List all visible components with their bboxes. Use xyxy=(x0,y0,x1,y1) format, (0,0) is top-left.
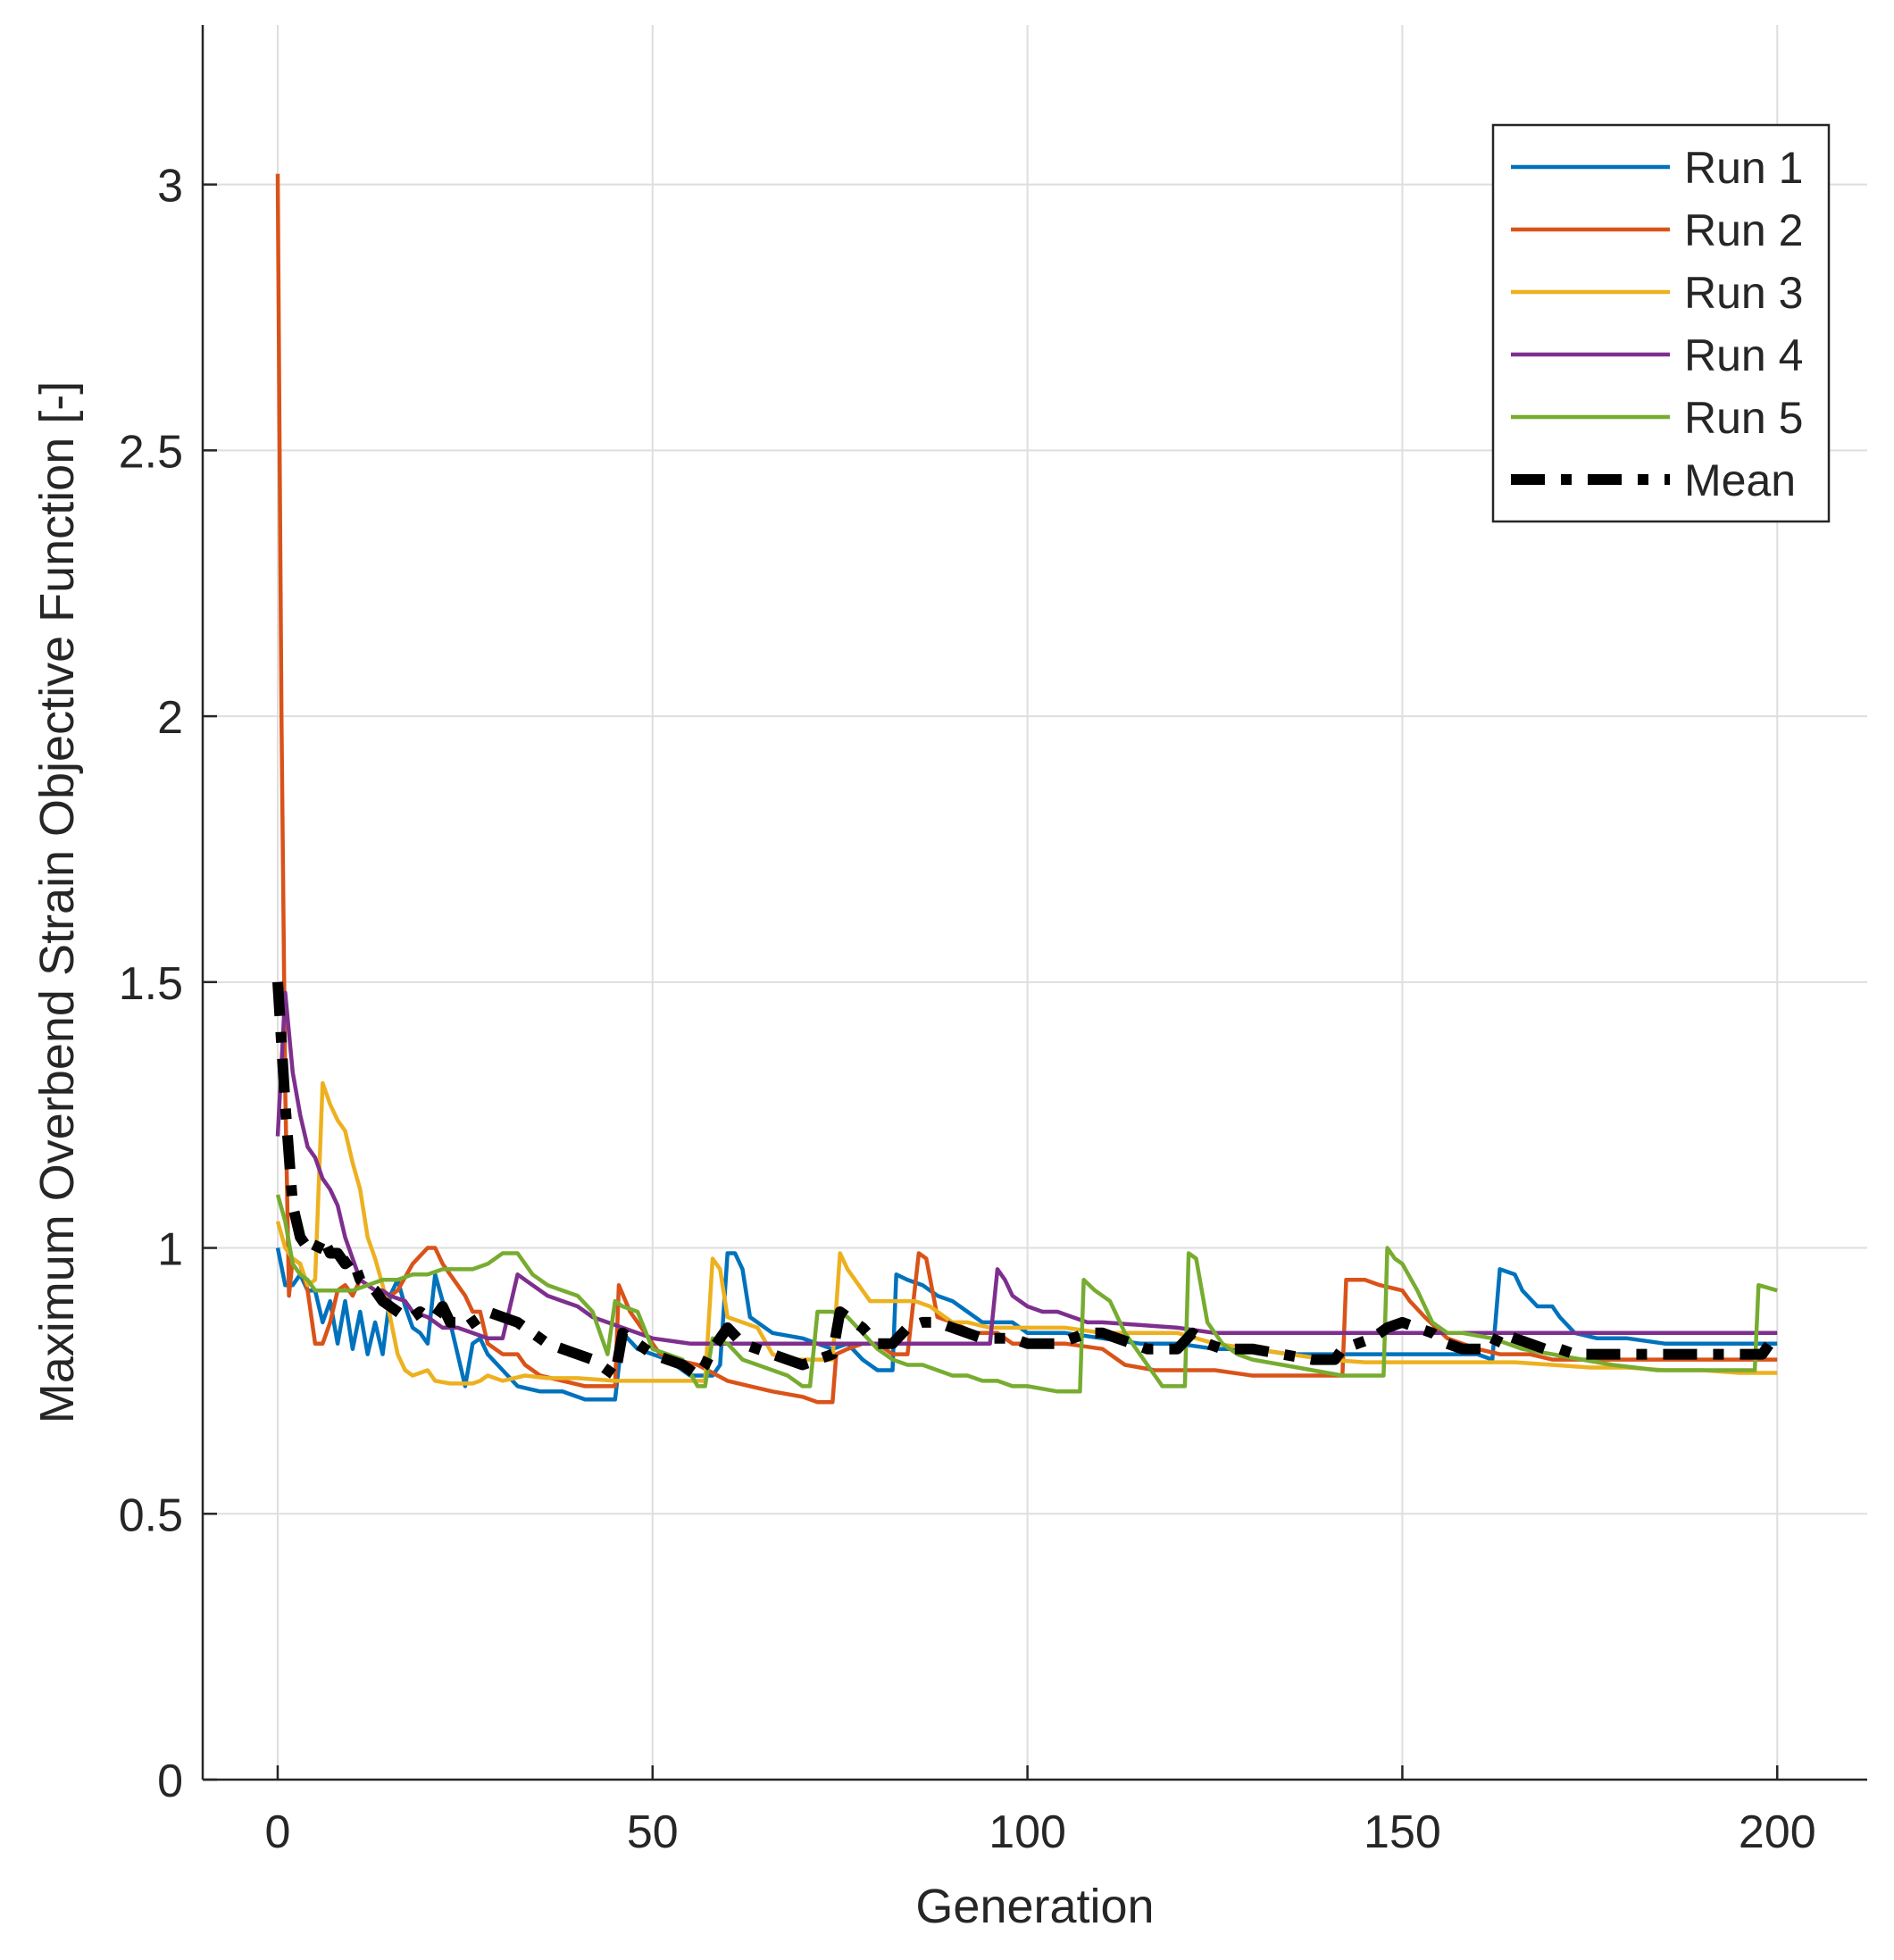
x-tick-label: 0 xyxy=(265,1806,291,1858)
y-tick-label: 2.5 xyxy=(119,426,183,478)
y-tick-label: 1.5 xyxy=(119,958,183,1010)
series-line-3 xyxy=(275,1080,1778,1386)
y-tick-label: 2 xyxy=(157,692,183,744)
series-group xyxy=(272,173,1781,1405)
legend-label: Run 4 xyxy=(1684,330,1803,380)
x-tick-label: 200 xyxy=(1739,1806,1816,1858)
x-axis-title: Generation xyxy=(915,1880,1154,1933)
legend-label: Run 5 xyxy=(1684,393,1803,443)
series-line-6 xyxy=(272,981,1781,1381)
y-tick-label: 3 xyxy=(157,161,183,213)
legend-label: Run 1 xyxy=(1684,143,1803,193)
y-tick-label: 0 xyxy=(157,1756,183,1807)
legend-label: Mean xyxy=(1684,455,1796,505)
y-tick-label: 1 xyxy=(157,1224,183,1276)
legend-label: Run 2 xyxy=(1684,205,1803,255)
legend: Run 1 Run 2 Run 3 Run 4 Run 5 Mean xyxy=(1491,123,1831,523)
axes xyxy=(201,25,1867,1781)
x-tick-label: 150 xyxy=(1364,1806,1441,1858)
legend-label: Run 3 xyxy=(1684,268,1803,318)
series-line-5 xyxy=(275,1194,1778,1394)
ticks: 0 50 100 150 200 0 0.5 1 1.5 2 2.5 3 xyxy=(119,161,1816,1858)
series-line-4 xyxy=(275,990,1778,1346)
y-axis-title: Maximum Overbend Strain Objective Functi… xyxy=(30,381,84,1423)
x-tick-label: 50 xyxy=(627,1806,679,1858)
y-tick-label: 0.5 xyxy=(119,1489,183,1541)
x-tick-label: 100 xyxy=(989,1806,1066,1858)
legend-box xyxy=(1491,123,1831,523)
